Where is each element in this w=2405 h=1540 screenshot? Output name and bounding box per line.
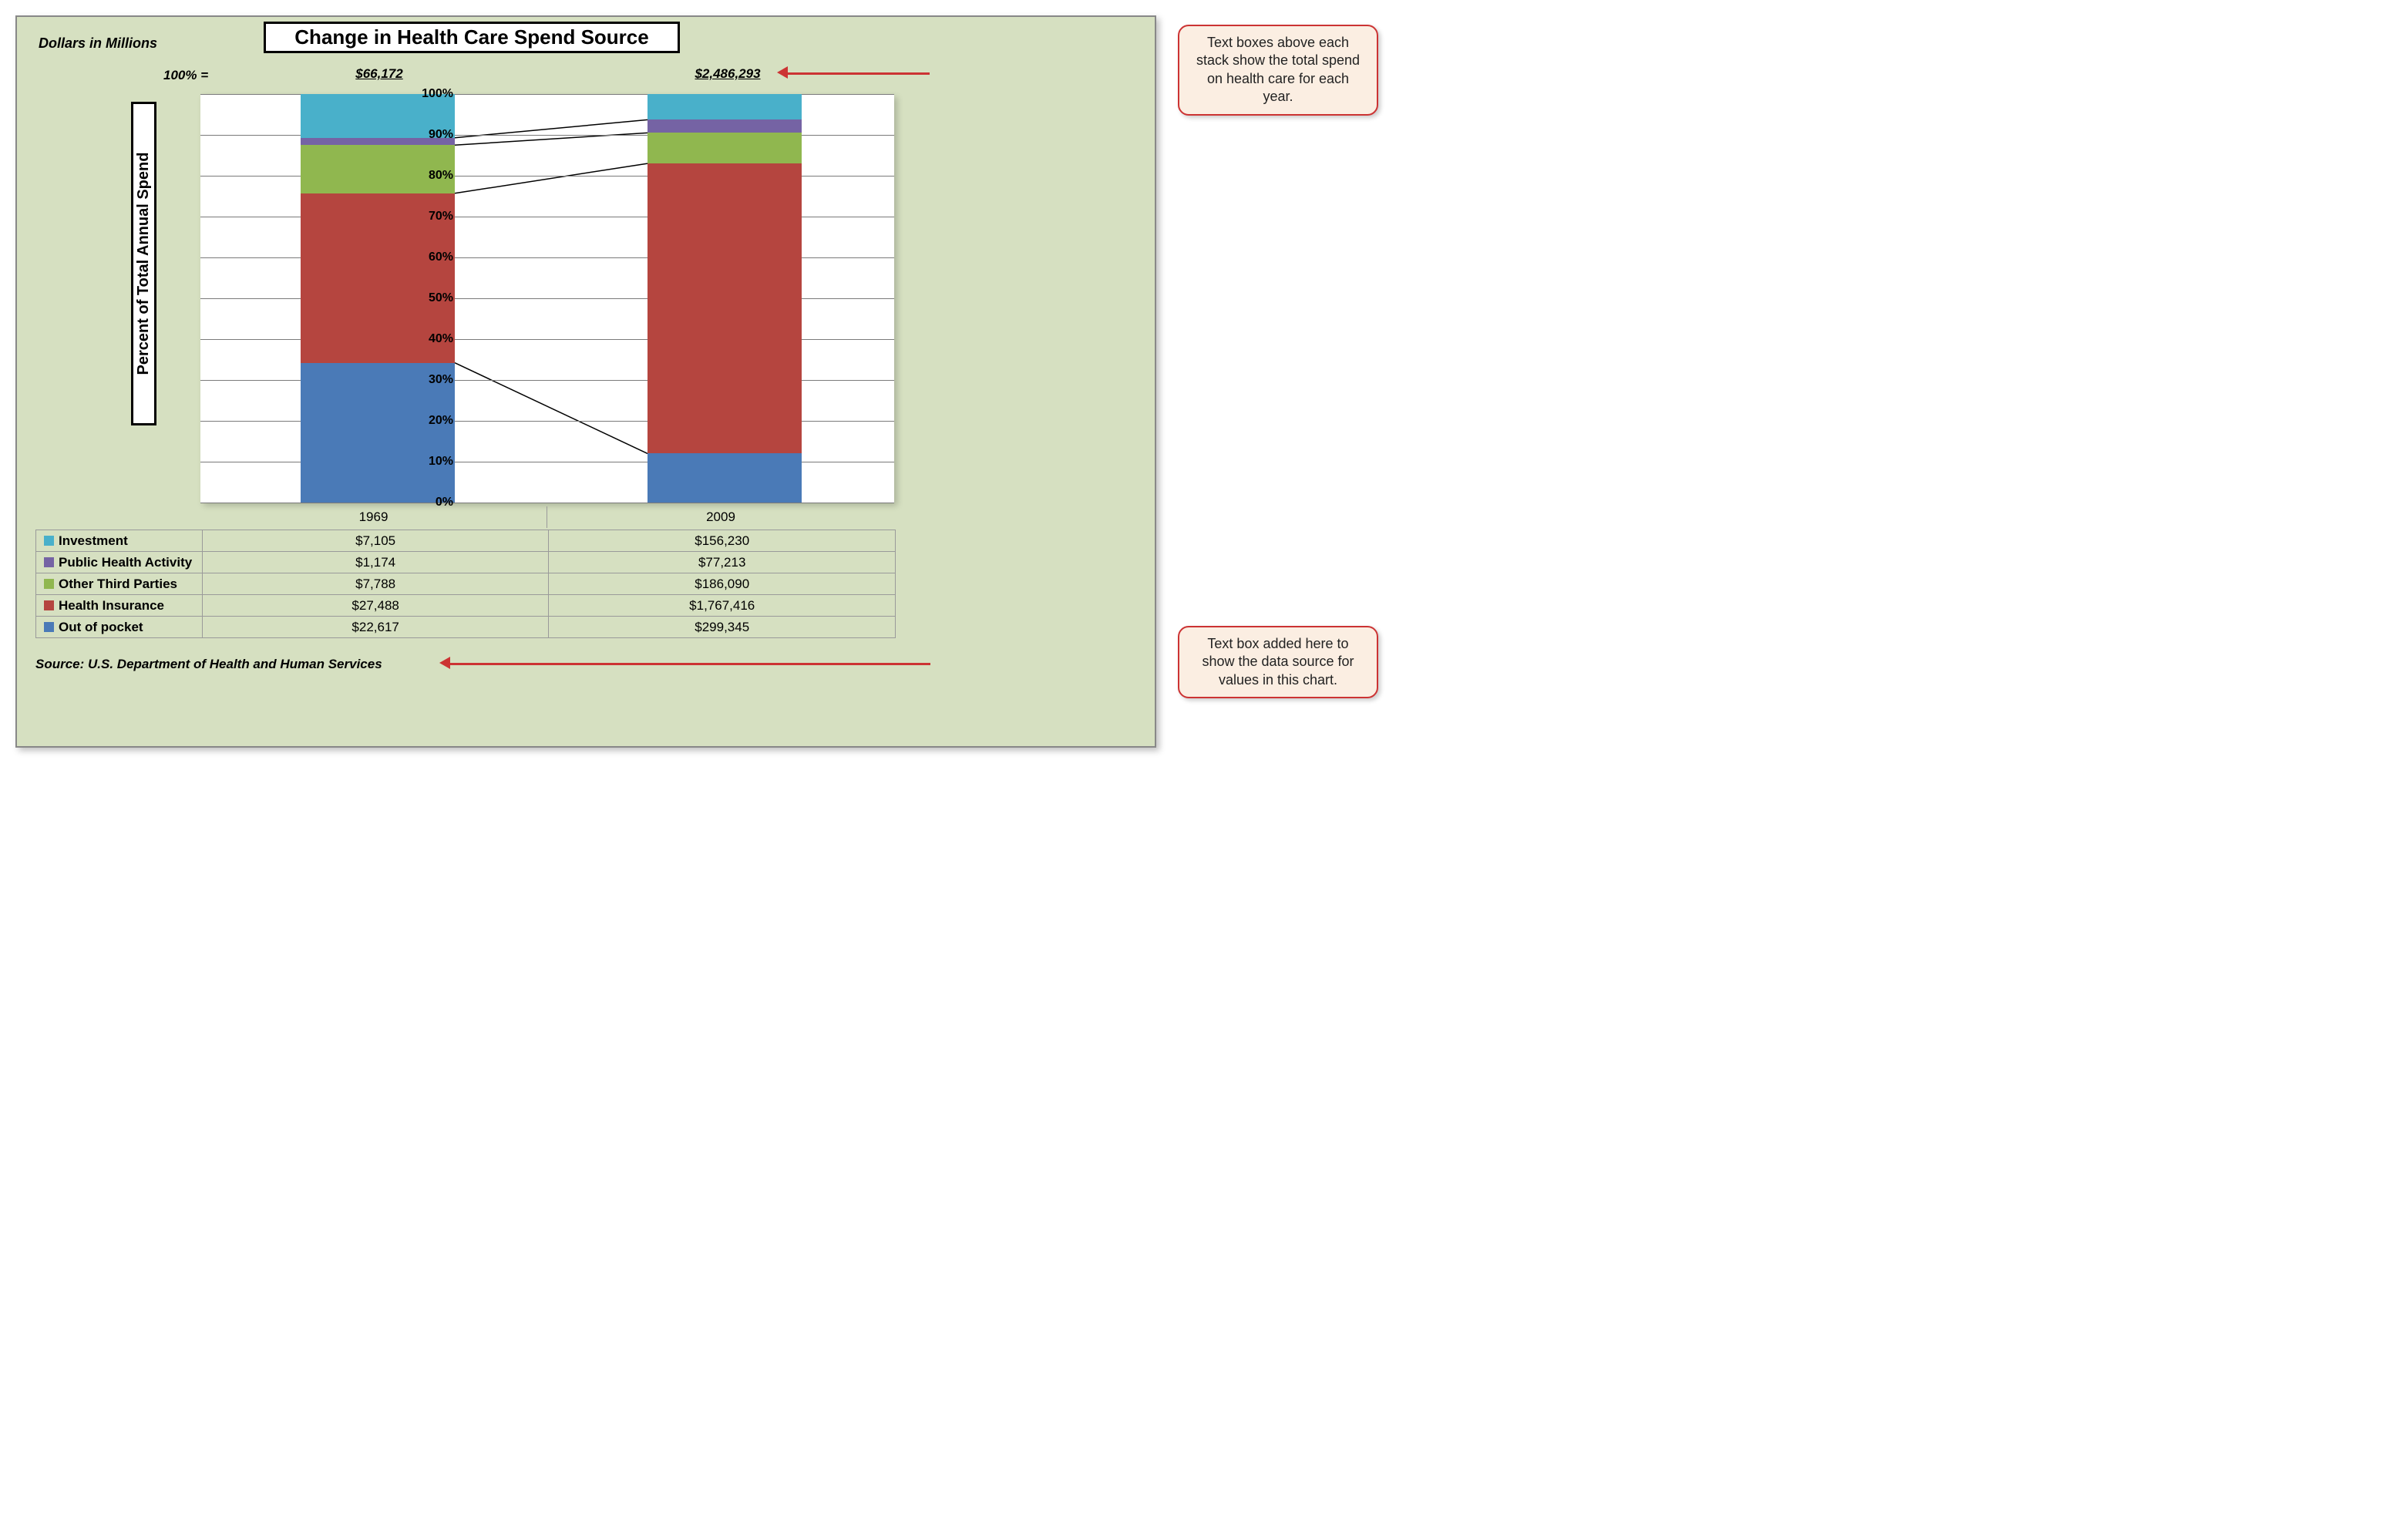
series-name: Health Insurance bbox=[59, 598, 164, 613]
bar-segment bbox=[648, 94, 802, 119]
series-name: Other Third Parties bbox=[59, 577, 177, 591]
x-category-2009: 2009 bbox=[547, 506, 894, 528]
y-tick-label: 70% bbox=[407, 210, 453, 224]
series-name: Out of pocket bbox=[59, 620, 143, 634]
series-value-cell: $22,617 bbox=[202, 617, 549, 638]
series-label-cell: Public Health Activity bbox=[36, 552, 203, 573]
y-tick-label: 30% bbox=[407, 373, 453, 387]
series-value-cell: $1,767,416 bbox=[549, 595, 896, 617]
y-tick-label: 90% bbox=[407, 128, 453, 142]
series-value-cell: $77,213 bbox=[549, 552, 896, 573]
callout-bottom: Text box added here to show the data sou… bbox=[1178, 626, 1378, 698]
y-axis-title-wrap: Percent of Total Annual Spend bbox=[131, 102, 162, 441]
callout-bottom-arrow-head bbox=[439, 657, 450, 669]
y-tick-label: 60% bbox=[407, 251, 453, 264]
series-value-cell: $186,090 bbox=[549, 573, 896, 595]
series-value-cell: $27,488 bbox=[202, 595, 549, 617]
callout-bottom-arrow-line bbox=[449, 663, 930, 665]
table-row: Health Insurance $27,488$1,767,416 bbox=[36, 595, 896, 617]
chart-title: Change in Health Care Spend Source bbox=[264, 22, 680, 53]
series-label-cell: Investment bbox=[36, 530, 203, 552]
stacked-bar bbox=[648, 94, 802, 503]
legend-swatch bbox=[44, 579, 54, 589]
series-label-cell: Other Third Parties bbox=[36, 573, 203, 595]
subtitle: Dollars in Millions bbox=[39, 35, 157, 52]
table-row: Other Third Parties $7,788$186,090 bbox=[36, 573, 896, 595]
callout-top: Text boxes above each stack show the tot… bbox=[1178, 25, 1378, 116]
y-tick-label: 80% bbox=[407, 169, 453, 183]
legend-swatch bbox=[44, 557, 54, 567]
legend-swatch bbox=[44, 600, 54, 610]
data-table: Investment$7,105$156,230Public Health Ac… bbox=[35, 530, 896, 638]
y-tick-label: 40% bbox=[407, 332, 453, 346]
x-category-strip: 1969 2009 bbox=[200, 506, 894, 528]
total-1969: $66,172 bbox=[333, 66, 426, 82]
series-label-cell: Out of pocket bbox=[36, 617, 203, 638]
total-2009: $2,486,293 bbox=[681, 66, 774, 82]
y-tick-label: 0% bbox=[407, 496, 453, 509]
callout-top-arrow-head bbox=[777, 66, 788, 79]
bar-segment bbox=[648, 453, 802, 503]
series-value-cell: $299,345 bbox=[549, 617, 896, 638]
callout-top-arrow-line bbox=[786, 72, 930, 75]
table-row: Investment $7,105$156,230 bbox=[36, 530, 896, 552]
y-tick-label: 50% bbox=[407, 291, 453, 305]
series-label-cell: Health Insurance bbox=[36, 595, 203, 617]
connector-line bbox=[455, 363, 648, 454]
series-value-cell: $1,174 bbox=[202, 552, 549, 573]
series-value-cell: $156,230 bbox=[549, 530, 896, 552]
series-value-cell: $7,105 bbox=[202, 530, 549, 552]
source-citation: Source: U.S. Department of Health and Hu… bbox=[35, 657, 382, 672]
table-row: Public Health Activity $1,174$77,213 bbox=[36, 552, 896, 573]
legend-swatch bbox=[44, 536, 54, 546]
y-axis-title: Percent of Total Annual Spend bbox=[131, 102, 156, 425]
y-tick-label: 100% bbox=[407, 87, 453, 101]
y-tick-label: 10% bbox=[407, 455, 453, 469]
series-name: Public Health Activity bbox=[59, 555, 192, 570]
chart-panel: Dollars in Millions Change in Health Car… bbox=[15, 15, 1156, 748]
bar-segment bbox=[648, 163, 802, 453]
series-name: Investment bbox=[59, 533, 128, 548]
table-row: Out of pocket $22,617$299,345 bbox=[36, 617, 896, 638]
legend-swatch bbox=[44, 622, 54, 632]
connector-line bbox=[455, 163, 648, 193]
series-value-cell: $7,788 bbox=[202, 573, 549, 595]
y-tick-label: 20% bbox=[407, 414, 453, 428]
x-category-1969: 1969 bbox=[200, 506, 547, 528]
hundred-percent-label: 100% = bbox=[163, 68, 208, 83]
plot-area bbox=[200, 94, 894, 503]
bar-segment bbox=[648, 133, 802, 163]
bar-segment bbox=[648, 119, 802, 133]
